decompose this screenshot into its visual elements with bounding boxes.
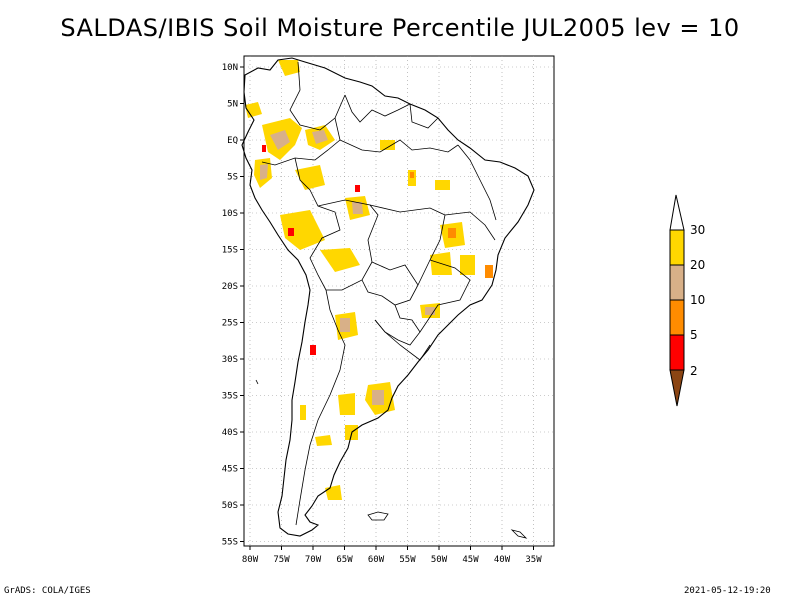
latitude-labels: 10N 5N EQ 5S 10S 15S 20S 25S 30S 35S 40S 45S 50S 55S [222,63,238,548]
shade-patch [338,393,355,415]
shade-patch [262,145,266,152]
colorbar-label-20: 20 [690,258,705,272]
shade-patch [288,228,294,236]
shade-patch [245,102,262,118]
shade-patch [325,485,342,500]
lon-label: 60W [368,555,385,565]
shade-patch [448,228,456,238]
lat-label: 20S [222,282,238,292]
shade-patch [300,405,306,420]
lon-label: 70W [305,555,322,565]
lon-label: 45W [462,555,479,565]
colorbar: 30 20 10 5 2 [669,194,705,407]
lon-label: 65W [336,555,353,565]
lon-label: 55W [399,555,416,565]
shade-patch [312,130,328,144]
shade-patch [270,130,290,150]
lat-label: 50S [222,501,238,511]
footer-credit: GrADS: COLA/IGES [4,586,91,596]
shade-patch [380,140,395,150]
lat-label: EQ [227,136,238,146]
lat-label: 10N [222,63,238,73]
chart-title: SALDAS/IBIS Soil Moisture Percentile JUL… [60,14,740,42]
shade-patch [425,307,435,315]
lat-label: 10S [222,209,238,219]
shade-patch [278,60,300,76]
shade-patch [352,202,363,214]
islands [255,379,528,539]
shade-patch [372,390,384,405]
lat-label: 30S [222,355,238,365]
shade-patch [435,180,450,190]
shade-patch [355,185,360,192]
shade-patch [340,318,350,332]
lon-label: 50W [431,555,448,565]
shade-patch [485,265,493,278]
colorbar-swatch-20-30 [669,229,685,266]
colorbar-bottom-arrow [669,369,685,407]
lon-label: 35W [525,555,542,565]
colorbar-label-2: 2 [690,364,698,378]
country-borders [261,61,497,526]
lat-label: 15S [222,246,238,256]
lat-label: 25S [222,319,238,329]
lat-label: 5S [227,173,238,183]
lat-label: 40S [222,428,238,438]
shade-patch [320,248,360,272]
lat-label: 55S [222,538,238,548]
shade-patch [310,345,316,355]
colorbar-label-30: 30 [690,223,705,237]
lon-label: 75W [273,555,290,565]
longitude-labels: 80W 75W 70W 65W 60W 55W 50W 45W 40W 35W [242,555,542,565]
shade-patch [260,164,268,180]
percentile-shading [245,60,493,500]
colorbar-swatch-5-10 [669,299,685,336]
shade-patch [295,165,325,190]
colorbar-swatch-10-20 [669,264,685,301]
lon-label: 80W [242,555,259,565]
colorbar-label-5: 5 [690,328,698,342]
footer-timestamp: 2021-05-12-19:20 [684,586,771,596]
shade-patch [460,255,475,275]
shade-patch [410,172,414,178]
lat-label: 35S [222,392,238,402]
shade-patch [315,435,332,446]
shade-patch [280,210,325,250]
colorbar-label-10: 10 [690,293,705,307]
map-frame [243,55,555,547]
lat-label: 45S [222,465,238,475]
lon-label: 40W [494,555,511,565]
colorbar-swatch-2-5 [669,334,685,371]
colorbar-top-arrow [669,194,685,231]
lat-label: 5N [227,100,238,110]
